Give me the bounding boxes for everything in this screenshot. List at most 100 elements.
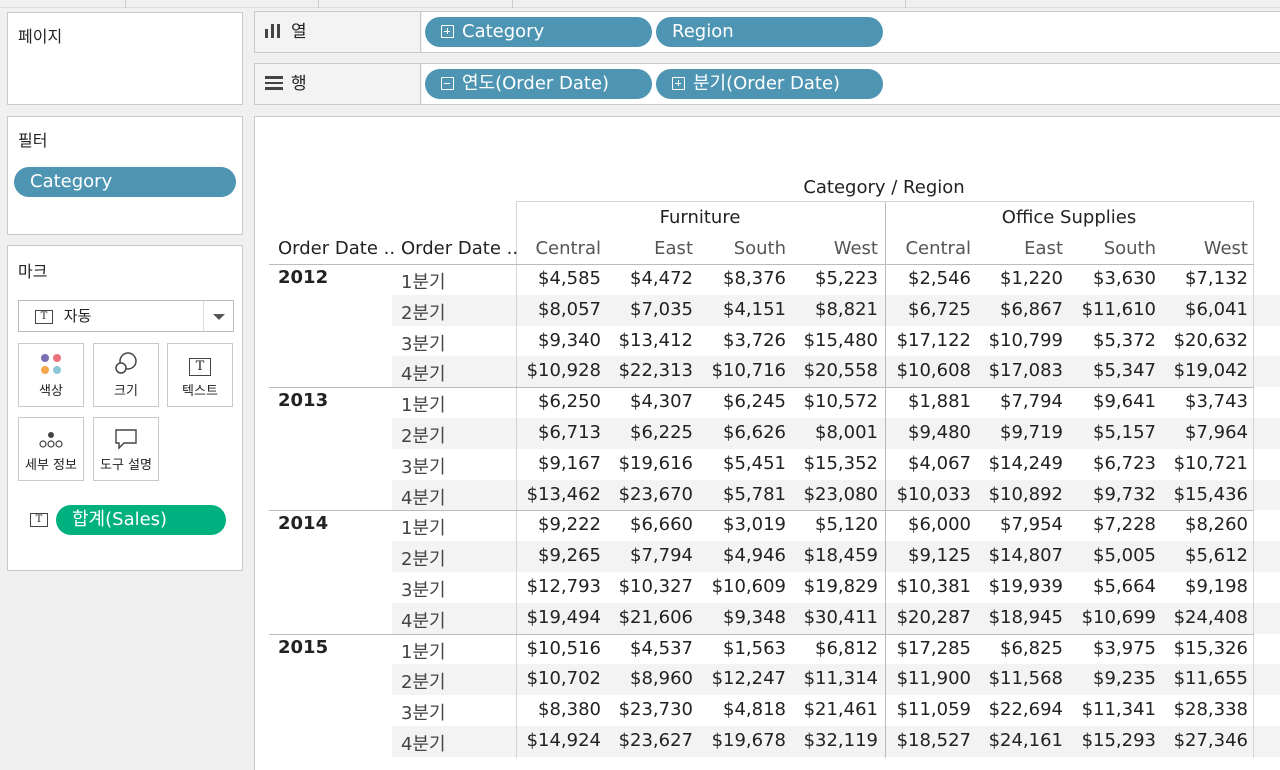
region-header: Central xyxy=(905,238,971,259)
region-header: West xyxy=(833,238,878,259)
sales-cell: $7,794 xyxy=(1000,391,1063,413)
sales-cell: $14,249 xyxy=(988,452,1063,474)
sales-cell: $5,781 xyxy=(723,483,786,505)
sales-cell: $7,794 xyxy=(630,545,693,567)
sales-cell: $6,041 xyxy=(1185,298,1248,320)
sales-cell: $6,626 xyxy=(723,422,786,443)
sales-cell: $9,340 xyxy=(538,329,601,351)
sales-cell: $11,900 xyxy=(896,668,971,690)
sales-cell: $9,235 xyxy=(1093,668,1156,690)
category-header: Furniture xyxy=(659,207,741,228)
quarter-label: 1분기 xyxy=(401,272,446,293)
tooltip-button[interactable]: 도구 설명 xyxy=(93,417,159,481)
sales-cell: $10,327 xyxy=(618,576,693,597)
expand-plus-icon[interactable] xyxy=(441,25,454,38)
quarter-label: 2분기 xyxy=(401,426,446,447)
sales-cell: $5,451 xyxy=(723,452,786,474)
toolbar-strip xyxy=(0,0,1280,8)
sales-cell: $2,546 xyxy=(908,268,971,289)
sales-cell: $9,265 xyxy=(538,545,601,567)
sales-cell: $4,307 xyxy=(630,391,693,413)
divider-line xyxy=(885,201,886,758)
sales-cell: $28,338 xyxy=(1173,699,1248,721)
mark-type-select[interactable]: T 자동 xyxy=(18,300,234,332)
size-button[interactable]: 크기 xyxy=(93,343,159,407)
sales-cell: $15,352 xyxy=(803,452,878,474)
sales-cell: $11,655 xyxy=(1173,668,1248,690)
color-dots-icon xyxy=(19,344,83,376)
divider-line xyxy=(1253,201,1254,758)
label-button[interactable]: T 텍스트 xyxy=(167,343,233,407)
collapse-minus-icon[interactable] xyxy=(441,77,454,90)
sales-cell: $3,743 xyxy=(1185,391,1248,413)
filter-pill-category[interactable]: Category xyxy=(14,167,236,197)
sales-cell: $11,610 xyxy=(1081,298,1156,320)
sales-cell: $32,119 xyxy=(803,730,878,751)
sales-cell: $10,381 xyxy=(896,576,971,597)
tooltip-label: 도구 설명 xyxy=(100,458,152,473)
sales-cell: $6,000 xyxy=(908,514,971,536)
quarter-label: 4분기 xyxy=(401,487,446,509)
pages-panel[interactable]: 페이지 xyxy=(7,12,243,105)
sales-cell: $9,167 xyxy=(538,452,601,474)
sales-cell: $15,293 xyxy=(1081,730,1156,751)
sales-cell: $8,260 xyxy=(1185,514,1248,536)
sales-cell: $6,713 xyxy=(538,422,601,443)
sales-cell: $8,960 xyxy=(630,668,693,690)
region-header: Central xyxy=(535,238,601,259)
quarter-label: 3분기 xyxy=(401,456,446,478)
sales-cell: $13,462 xyxy=(526,483,601,505)
marks-panel[interactable]: 마크 T 자동 색상 크기 T 텍스트 xyxy=(7,245,243,571)
chevron-down-icon[interactable] xyxy=(203,301,233,331)
row-pill-year[interactable]: 연도(Order Date) xyxy=(425,69,652,99)
region-header: South xyxy=(733,238,786,259)
sales-cell: $30,411 xyxy=(803,606,878,628)
sales-cell: $1,563 xyxy=(723,637,786,659)
sales-cell: $12,793 xyxy=(526,576,601,597)
quarter-label: 2분기 xyxy=(401,549,446,571)
columns-icon xyxy=(265,24,283,38)
color-button[interactable]: 색상 xyxy=(18,343,84,407)
sales-cell: $18,459 xyxy=(803,545,878,567)
sales-cell: $6,250 xyxy=(538,391,601,413)
sales-cell: $6,660 xyxy=(630,514,693,536)
row-pill-quarter[interactable]: 분기(Order Date) xyxy=(656,69,883,99)
measure-pill-sales[interactable]: 합계(Sales) xyxy=(56,505,226,535)
sales-cell: $14,807 xyxy=(988,545,1063,567)
expand-plus-icon[interactable] xyxy=(672,77,685,90)
sales-cell: $5,120 xyxy=(815,514,878,536)
row-band xyxy=(392,479,1280,511)
sales-cell: $6,725 xyxy=(908,298,971,320)
column-pill-category[interactable]: Category xyxy=(425,17,652,47)
year-divider xyxy=(269,510,1254,512)
sales-cell: $23,730 xyxy=(618,699,693,721)
sales-cell: $8,380 xyxy=(538,699,601,721)
column-pill-region[interactable]: Region xyxy=(656,17,883,47)
sales-cell: $21,606 xyxy=(618,606,693,628)
year-divider xyxy=(269,633,1254,635)
sales-cell: $23,627 xyxy=(618,730,693,751)
filters-panel[interactable]: 필터 Category xyxy=(7,116,243,235)
marks-title: 마크 xyxy=(18,262,48,281)
region-header: South xyxy=(1103,238,1156,259)
mark-type-value: 자동 xyxy=(63,307,92,325)
sales-cell: $17,083 xyxy=(988,360,1063,382)
sales-cell: $11,568 xyxy=(988,668,1063,690)
sales-cell: $22,694 xyxy=(988,699,1063,721)
detail-button[interactable]: 세부 정보 xyxy=(18,417,84,481)
sales-cell: $1,220 xyxy=(1000,268,1063,289)
sales-cell: $3,019 xyxy=(723,514,786,536)
view-canvas[interactable]: Category / Region Furniture Office Supplie… xyxy=(254,116,1280,770)
quarter-label: 4분기 xyxy=(401,610,446,632)
filters-title: 필터 xyxy=(18,131,48,150)
sales-cell: $9,348 xyxy=(723,606,786,628)
quarter-label: 2분기 xyxy=(401,672,446,694)
year-divider xyxy=(269,387,1254,389)
sales-cell: $10,716 xyxy=(711,360,786,382)
sales-cell: $5,223 xyxy=(815,268,878,289)
sales-cell: $10,699 xyxy=(1081,606,1156,628)
region-header: East xyxy=(1024,238,1063,259)
sales-cell: $23,670 xyxy=(618,483,693,505)
sales-cell: $9,480 xyxy=(908,422,971,443)
quarter-label: 1분기 xyxy=(401,518,446,540)
